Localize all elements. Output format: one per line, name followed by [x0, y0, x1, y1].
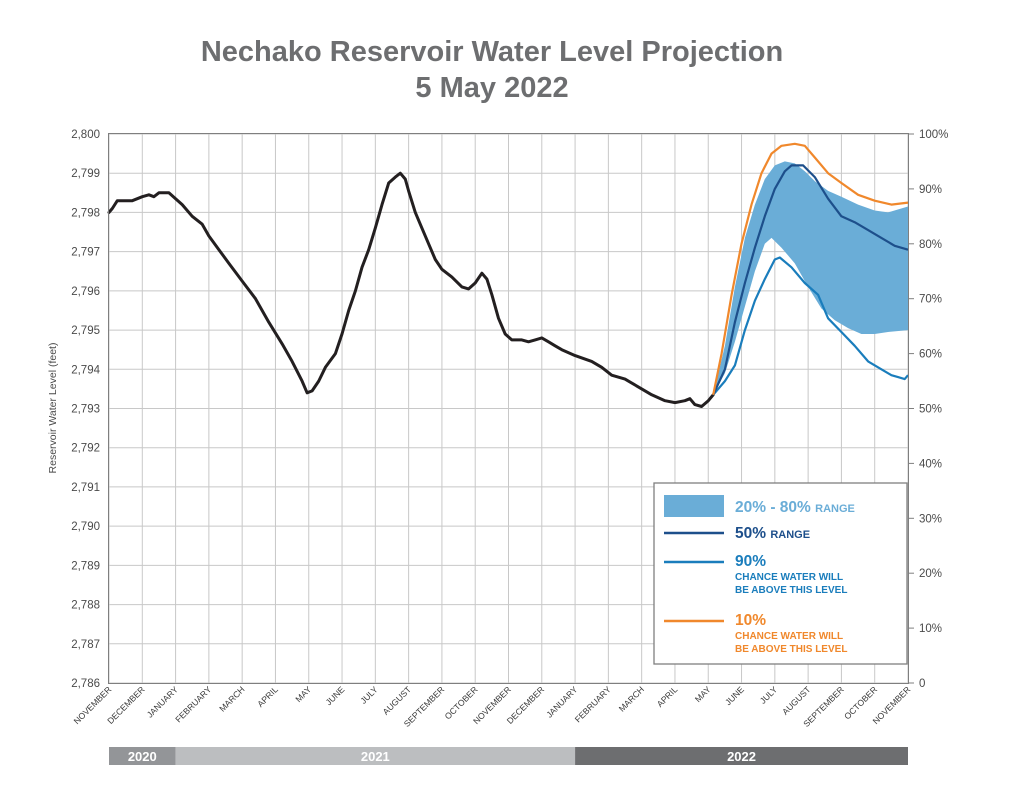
x-tick-label: APRIL	[255, 684, 280, 709]
y-tick-label: 2,791	[71, 482, 100, 494]
y-tick-label: 2,794	[71, 364, 100, 376]
legend-90-sub-1: CHANCE WATER WILL	[735, 572, 843, 583]
y2-tick-label: 40%	[919, 458, 942, 470]
y2-tick-label: 10%	[919, 623, 942, 635]
y-tick-label: 2,786	[71, 678, 100, 690]
legend-10-sub-2: BE ABOVE THIS LEVEL	[735, 644, 847, 655]
legend-90-label: 90%	[735, 553, 766, 570]
y2-tick-label: 90%	[919, 184, 942, 196]
y2-tick-label: 0	[919, 678, 925, 690]
lines-layer	[107, 142, 909, 408]
y2-tick-label: 100%	[919, 129, 948, 141]
x-tick-label: MARCH	[217, 684, 246, 713]
y-tick-label: 2,799	[71, 168, 100, 180]
x-tick-label: JUNE	[723, 684, 746, 707]
year-segment	[109, 747, 176, 765]
year-bar: 2020 2021 2022	[109, 747, 908, 765]
x-tick-label: APRIL	[655, 684, 680, 709]
x-tick-label: MARCH	[617, 684, 646, 713]
chart-title-line-2: 5 May 2022	[415, 72, 569, 104]
band-layer	[713, 161, 908, 395]
x-tick-label: FEBRUARY	[573, 684, 613, 724]
legend-band-label: 20% - 80% RANGE	[735, 499, 855, 516]
y-axis-right: 0 10% 20% 30% 40% 50% 60% 70% 80% 90% 100%	[908, 129, 948, 690]
y-tick-label: 2,800	[71, 129, 100, 141]
y2-tick-label: 60%	[919, 349, 942, 361]
y-tick-label: 2,787	[71, 639, 100, 651]
x-tick-label: JUNE	[324, 684, 347, 707]
y2-tick-label: 20%	[919, 568, 942, 580]
legend-90-sub-2: BE ABOVE THIS LEVEL	[735, 585, 847, 596]
y-tick-label: 2,795	[71, 325, 100, 337]
y-tick-label: 2,790	[71, 521, 100, 533]
legend-50-label: 50% RANGE	[735, 525, 810, 542]
y-tick-label: 2,798	[71, 207, 100, 219]
series-line-50pct	[712, 164, 909, 396]
x-tick-label: MAY	[293, 684, 313, 704]
year-label: 2021	[361, 749, 390, 764]
y2-tick-label: 50%	[919, 404, 942, 416]
y-tick-label: 2,788	[71, 600, 100, 612]
legend: 20% - 80% RANGE 50% RANGE 90% CHANCE WAT…	[653, 482, 908, 665]
year-segment	[575, 747, 908, 765]
x-tick-label: JULY	[358, 684, 380, 706]
y-tick-label: 2,796	[71, 286, 100, 298]
series-line-10pct	[712, 142, 909, 396]
x-tick-label: JULY	[758, 684, 780, 706]
legend-10-label: 10%	[735, 612, 766, 629]
y-tick-label: 2,792	[71, 443, 100, 455]
y-tick-label: 2,793	[71, 404, 100, 416]
year-label: 2020	[128, 749, 157, 764]
legend-10-sub-1: CHANCE WATER WILL	[735, 631, 843, 642]
x-tick-label: AUGUST	[780, 684, 813, 717]
year-segment	[175, 747, 576, 765]
series-historical-line	[107, 171, 715, 408]
y-tick-label: 2,789	[71, 560, 100, 572]
y-tick-label: 2,797	[71, 247, 100, 259]
y2-tick-label: 70%	[919, 294, 942, 306]
x-tick-label: MAY	[693, 684, 713, 704]
chart-title-line-1: Nechako Reservoir Water Level Projection	[200, 36, 784, 68]
x-tick-label: FEBRUARY	[173, 684, 213, 724]
y2-tick-label: 80%	[919, 239, 942, 251]
legend-swatch-band	[664, 495, 724, 517]
x-tick-label: AUGUST	[381, 684, 414, 717]
y-axis-label: Reservoir Water Level (feet)	[47, 343, 59, 474]
y2-tick-label: 30%	[919, 513, 942, 525]
chart-title: Nechako Reservoir Water Level Projection…	[0, 34, 984, 106]
y-axis-left: 2,786 2,787 2,788 2,789 2,790 2,791 2,792 2,793…	[71, 129, 100, 690]
series-band-20-80	[713, 161, 908, 395]
series-line-90pct	[712, 256, 909, 396]
year-label: 2022	[727, 749, 756, 764]
